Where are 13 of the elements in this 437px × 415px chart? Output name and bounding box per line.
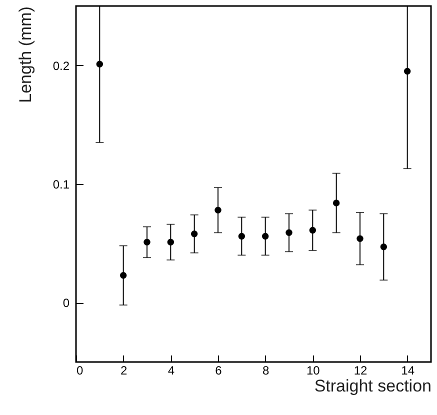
x-tick-label: 10	[306, 364, 320, 378]
x-tick-label: 8	[262, 364, 270, 378]
x-tick-label: 0	[76, 364, 84, 378]
y-axis-title: Length (mm)	[16, 6, 35, 103]
x-tick-label: 14	[401, 364, 415, 378]
x-axis-title: Straight section	[314, 376, 432, 396]
x-tick-label: 2	[120, 364, 128, 378]
x-tick-label: 6	[215, 364, 222, 378]
x-tick-label: 12	[354, 364, 368, 378]
y-tick-label: 0	[62, 296, 70, 310]
y-tick-label: 0.1	[52, 178, 70, 192]
y-tick-label: 0.2	[52, 58, 70, 73]
x-tick-label: 4	[168, 364, 175, 378]
